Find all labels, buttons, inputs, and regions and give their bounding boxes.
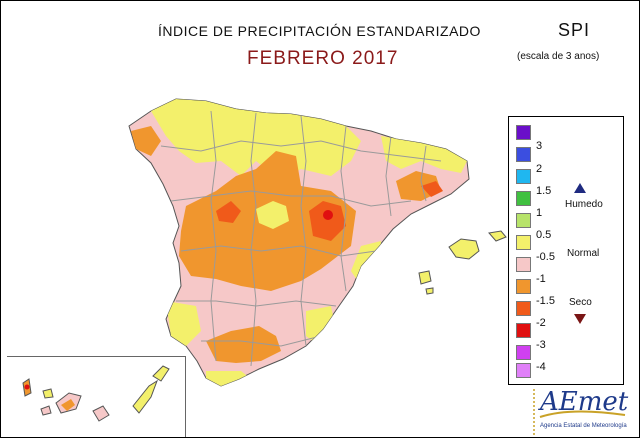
island-fuerteventura [132,379,158,414]
legend-tick-3: 3 [536,140,543,152]
aemet-logo-mark [533,389,626,435]
dry-arrow-icon [574,314,586,324]
canary-islands-inset [7,356,186,437]
legend-tick-0-5: 0.5 [536,229,552,241]
aemet-wordmark: AEmet [540,387,629,417]
zone-very-dry-west [216,201,241,223]
legend: 3 2 1.5 1 0.5 -0.5 -1 -1.5 -2 -3 -4 Hume… [508,116,624,385]
legend-category-wet: Humedo [565,199,603,210]
island-mallorca [448,238,480,260]
legend-swatch-8 [516,301,531,316]
zone-very-dry-la-palma [24,384,30,390]
zone-very-dry-madrid [309,201,346,241]
island-el-hierro [40,405,52,416]
zone-extreme-dry [323,210,333,220]
legend-swatch-0 [516,125,531,140]
zone-dry-southwest [206,326,281,363]
legend-tick-minus-1: -1 [536,273,546,285]
province-borders [160,110,442,367]
legend-category-normal: Normal [567,248,600,259]
legend-swatch-2 [516,169,531,184]
legend-tick-2: 2 [536,163,543,175]
legend-swatch-1 [516,147,531,162]
index-name: SPI [558,20,591,40]
legend-tick-1-5: 1.5 [536,185,552,197]
island-la-gomera [42,388,54,399]
legend-tick-minus-4: -4 [536,361,546,373]
zone-normal-northeast [381,136,467,173]
zone-normal-south [206,371,251,386]
legend-swatch-4 [516,213,531,228]
legend-swatch-9 [516,323,531,338]
island-lanzarote [152,365,170,382]
legend-swatch-10 [516,345,531,360]
scale-note: (escala de 3 anos) [517,51,600,62]
island-ibiza [418,270,432,285]
legend-swatch-6 [516,257,531,272]
legend-swatch-3 [516,191,531,206]
island-menorca [488,230,507,242]
zone-normal-north [151,99,361,181]
legend-tick-minus-2: -2 [536,317,546,329]
zone-dry-northwest [131,126,161,156]
island-gran-canaria [92,405,110,422]
legend-swatch-7 [516,279,531,294]
wet-arrow-icon [574,183,586,193]
legend-tick-1: 1 [536,207,543,219]
zone-dry-tenerife [61,399,75,411]
aemet-logo: AEmet Agencia Estatal de Meteorología [530,387,639,437]
zone-normal-pocket [256,201,289,229]
legend-swatch-5 [516,235,531,250]
figure-title: ÍNDICE DE PRECIPITACIÓN ESTANDARIZADO [158,23,481,39]
figure-period: FEBRERO 2017 [247,48,399,69]
legend-tick-minus-3: -3 [536,339,546,351]
legend-swatch-11 [516,363,531,378]
legend-category-dry: Seco [569,297,592,308]
zone-very-dry-catalonia [421,181,443,197]
aemet-subtitle: Agencia Estatal de Meteorología [540,423,627,429]
legend-tick-minus-1-5: -1.5 [536,295,555,307]
zone-normal-southwest [166,301,201,346]
legend-tick-minus-0-5: -0.5 [536,251,555,263]
island-formentera [425,287,434,295]
